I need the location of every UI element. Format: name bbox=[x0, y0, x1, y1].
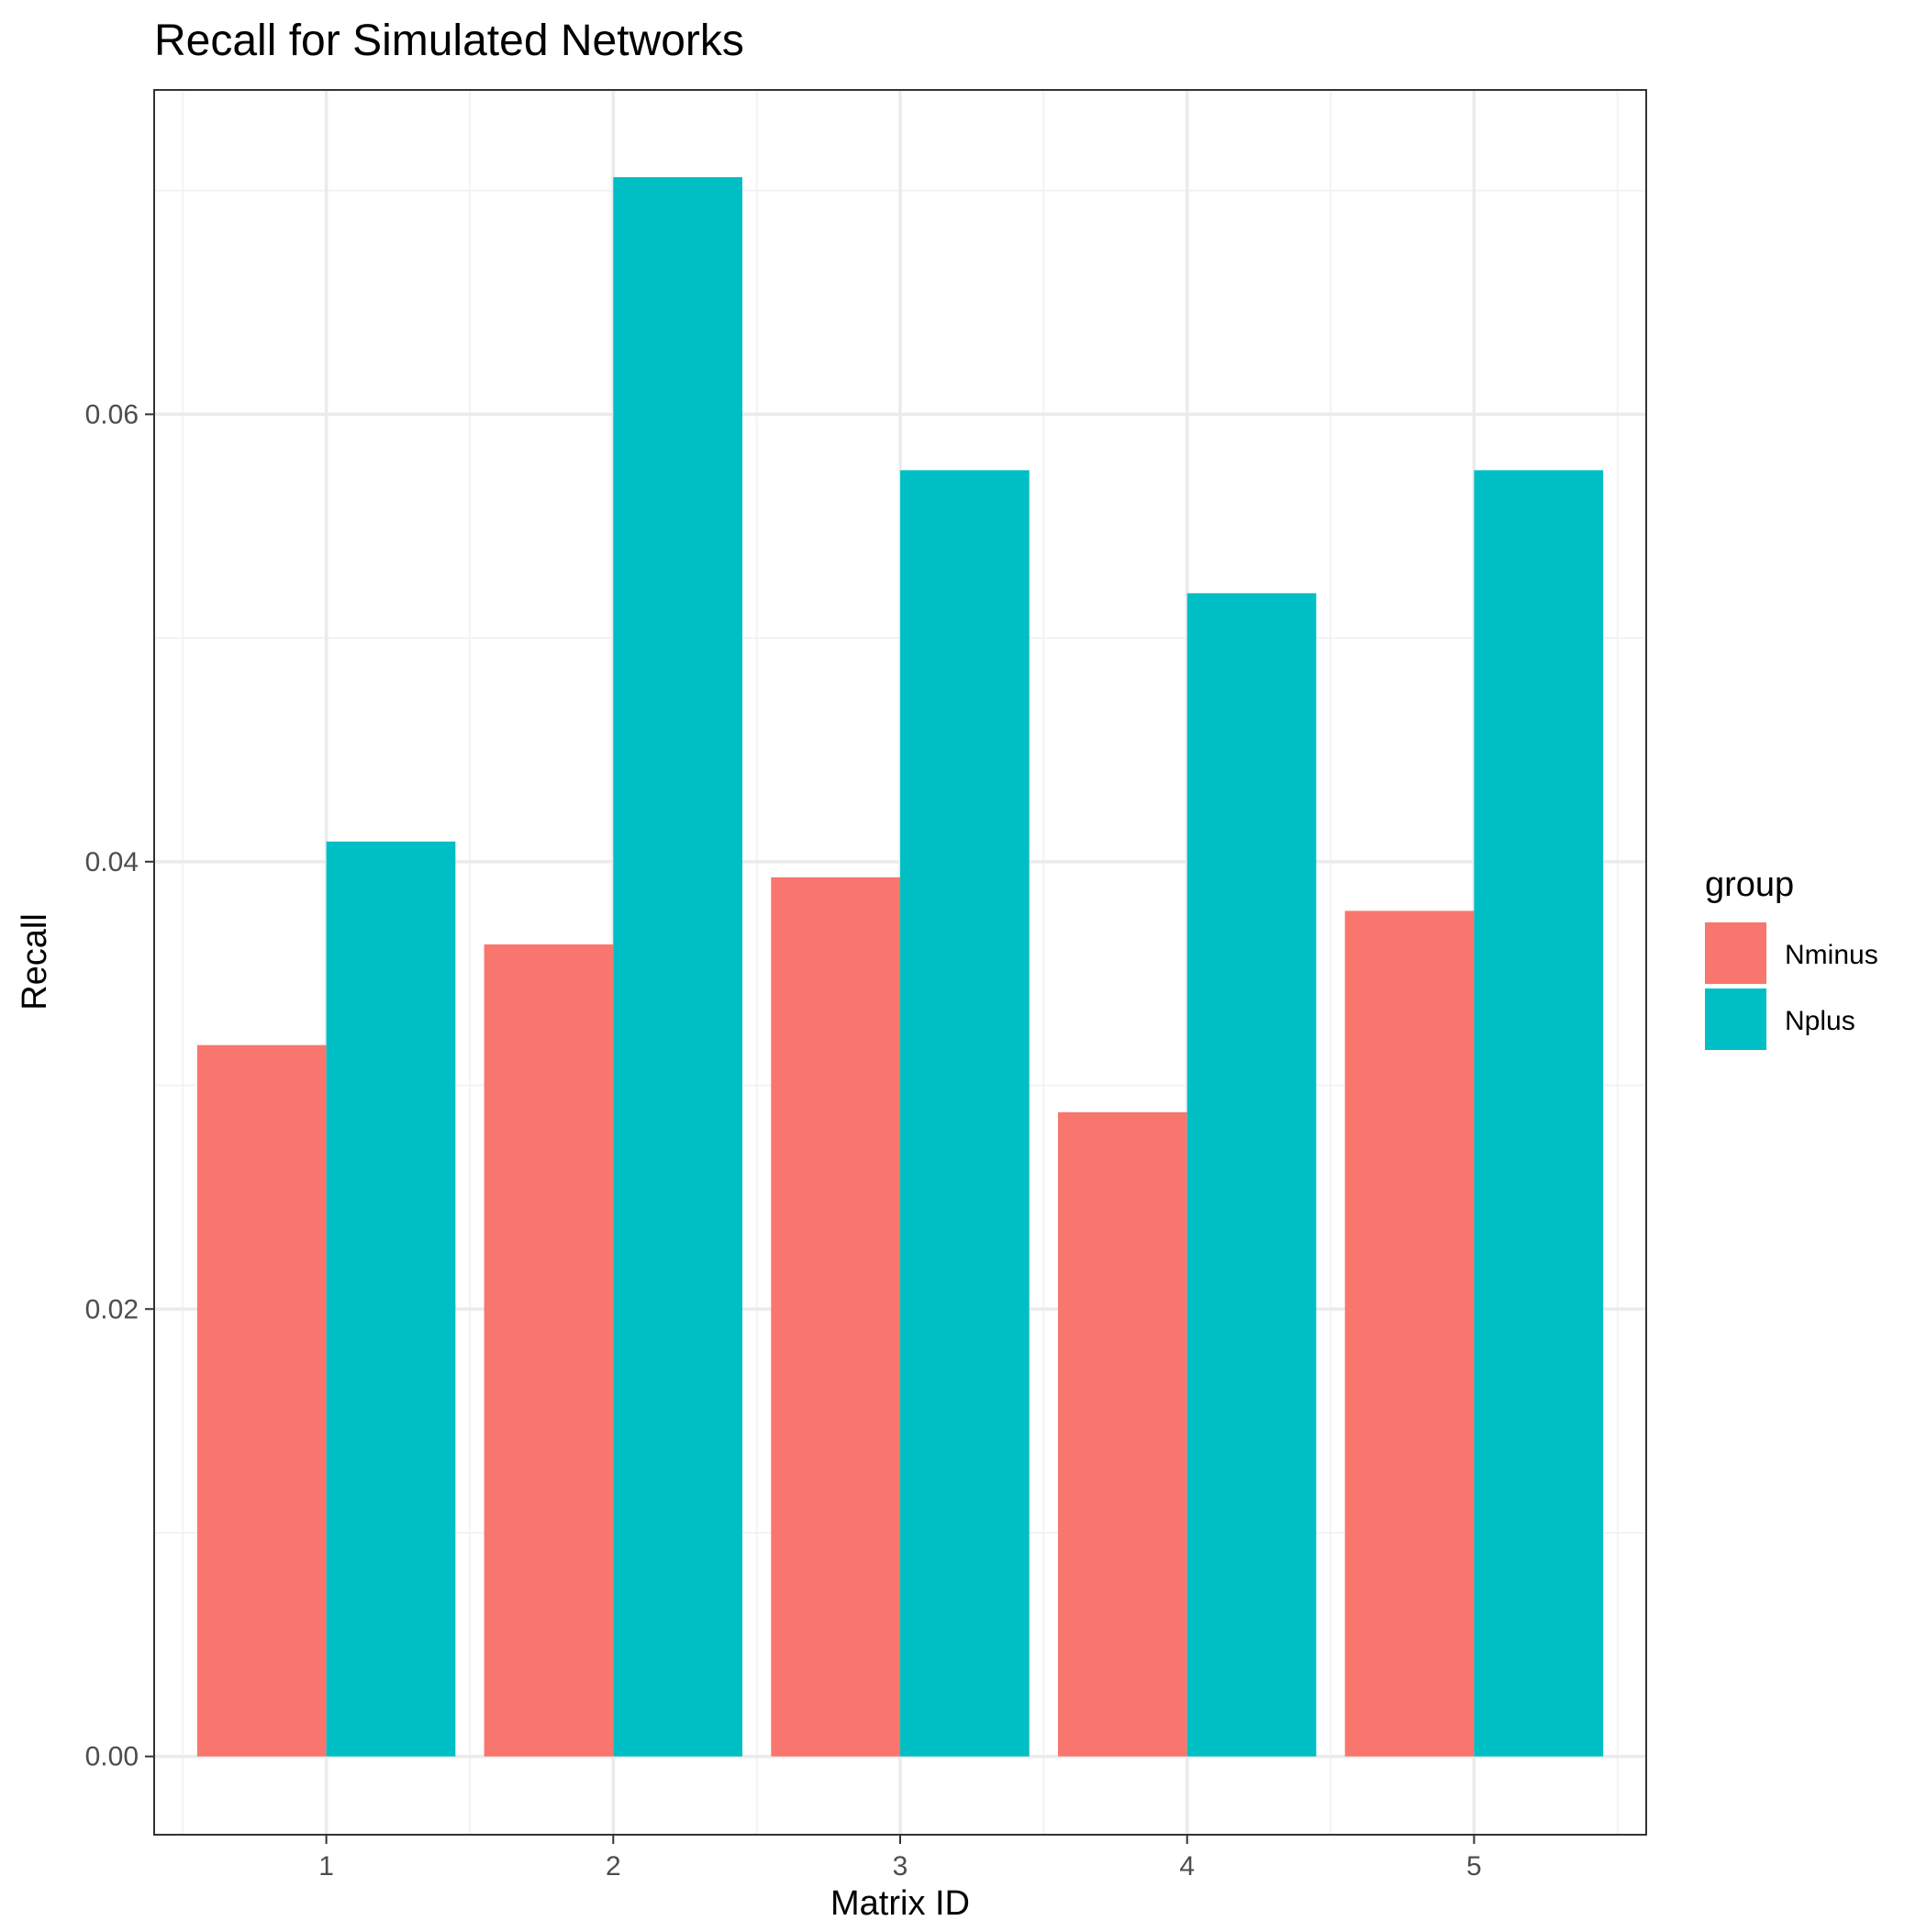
bar-nminus-matrix-5 bbox=[1344, 910, 1475, 1757]
legend-title: group bbox=[1705, 865, 1794, 904]
y-tick-label: 0.00 bbox=[85, 1742, 139, 1772]
x-axis-title: Matrix ID bbox=[830, 1884, 970, 1923]
x-tick-label: 4 bbox=[1179, 1851, 1195, 1882]
bar-nminus-matrix-1 bbox=[196, 1044, 327, 1757]
legend-key-nminus bbox=[1705, 922, 1766, 984]
bar-nplus-matrix-1 bbox=[326, 841, 456, 1757]
bars bbox=[196, 177, 1604, 1757]
y-axis-title: Recall bbox=[16, 913, 54, 1011]
y-tick-label: 0.04 bbox=[85, 847, 139, 877]
bar-nminus-matrix-4 bbox=[1057, 1111, 1187, 1757]
legend: group Nminus Nplus bbox=[1705, 865, 1878, 1050]
x-tick-label: 3 bbox=[893, 1851, 908, 1882]
bar-nplus-matrix-5 bbox=[1474, 470, 1604, 1757]
legend-label-nminus: Nminus bbox=[1785, 940, 1878, 970]
axes: 0.00 0.02 0.04 0.06 1 2 3 4 5 bbox=[85, 89, 1647, 1882]
x-tick-label: 5 bbox=[1466, 1851, 1482, 1882]
bar-nplus-matrix-4 bbox=[1186, 593, 1317, 1757]
bar-nplus-matrix-2 bbox=[613, 177, 743, 1757]
y-tick-label: 0.06 bbox=[85, 399, 139, 430]
x-tick-label: 1 bbox=[318, 1851, 334, 1882]
x-tick-label: 2 bbox=[606, 1851, 621, 1882]
legend-items: Nminus Nplus bbox=[1705, 922, 1878, 1050]
bar-nplus-matrix-3 bbox=[900, 470, 1030, 1757]
bar-nminus-matrix-3 bbox=[771, 877, 900, 1757]
bar-nminus-matrix-2 bbox=[484, 944, 614, 1757]
chart-title: Recall for Simulated Networks bbox=[154, 17, 744, 65]
legend-key-nplus bbox=[1705, 988, 1766, 1050]
y-tick-label: 0.02 bbox=[85, 1294, 139, 1324]
legend-label-nplus: Nplus bbox=[1785, 1006, 1855, 1036]
